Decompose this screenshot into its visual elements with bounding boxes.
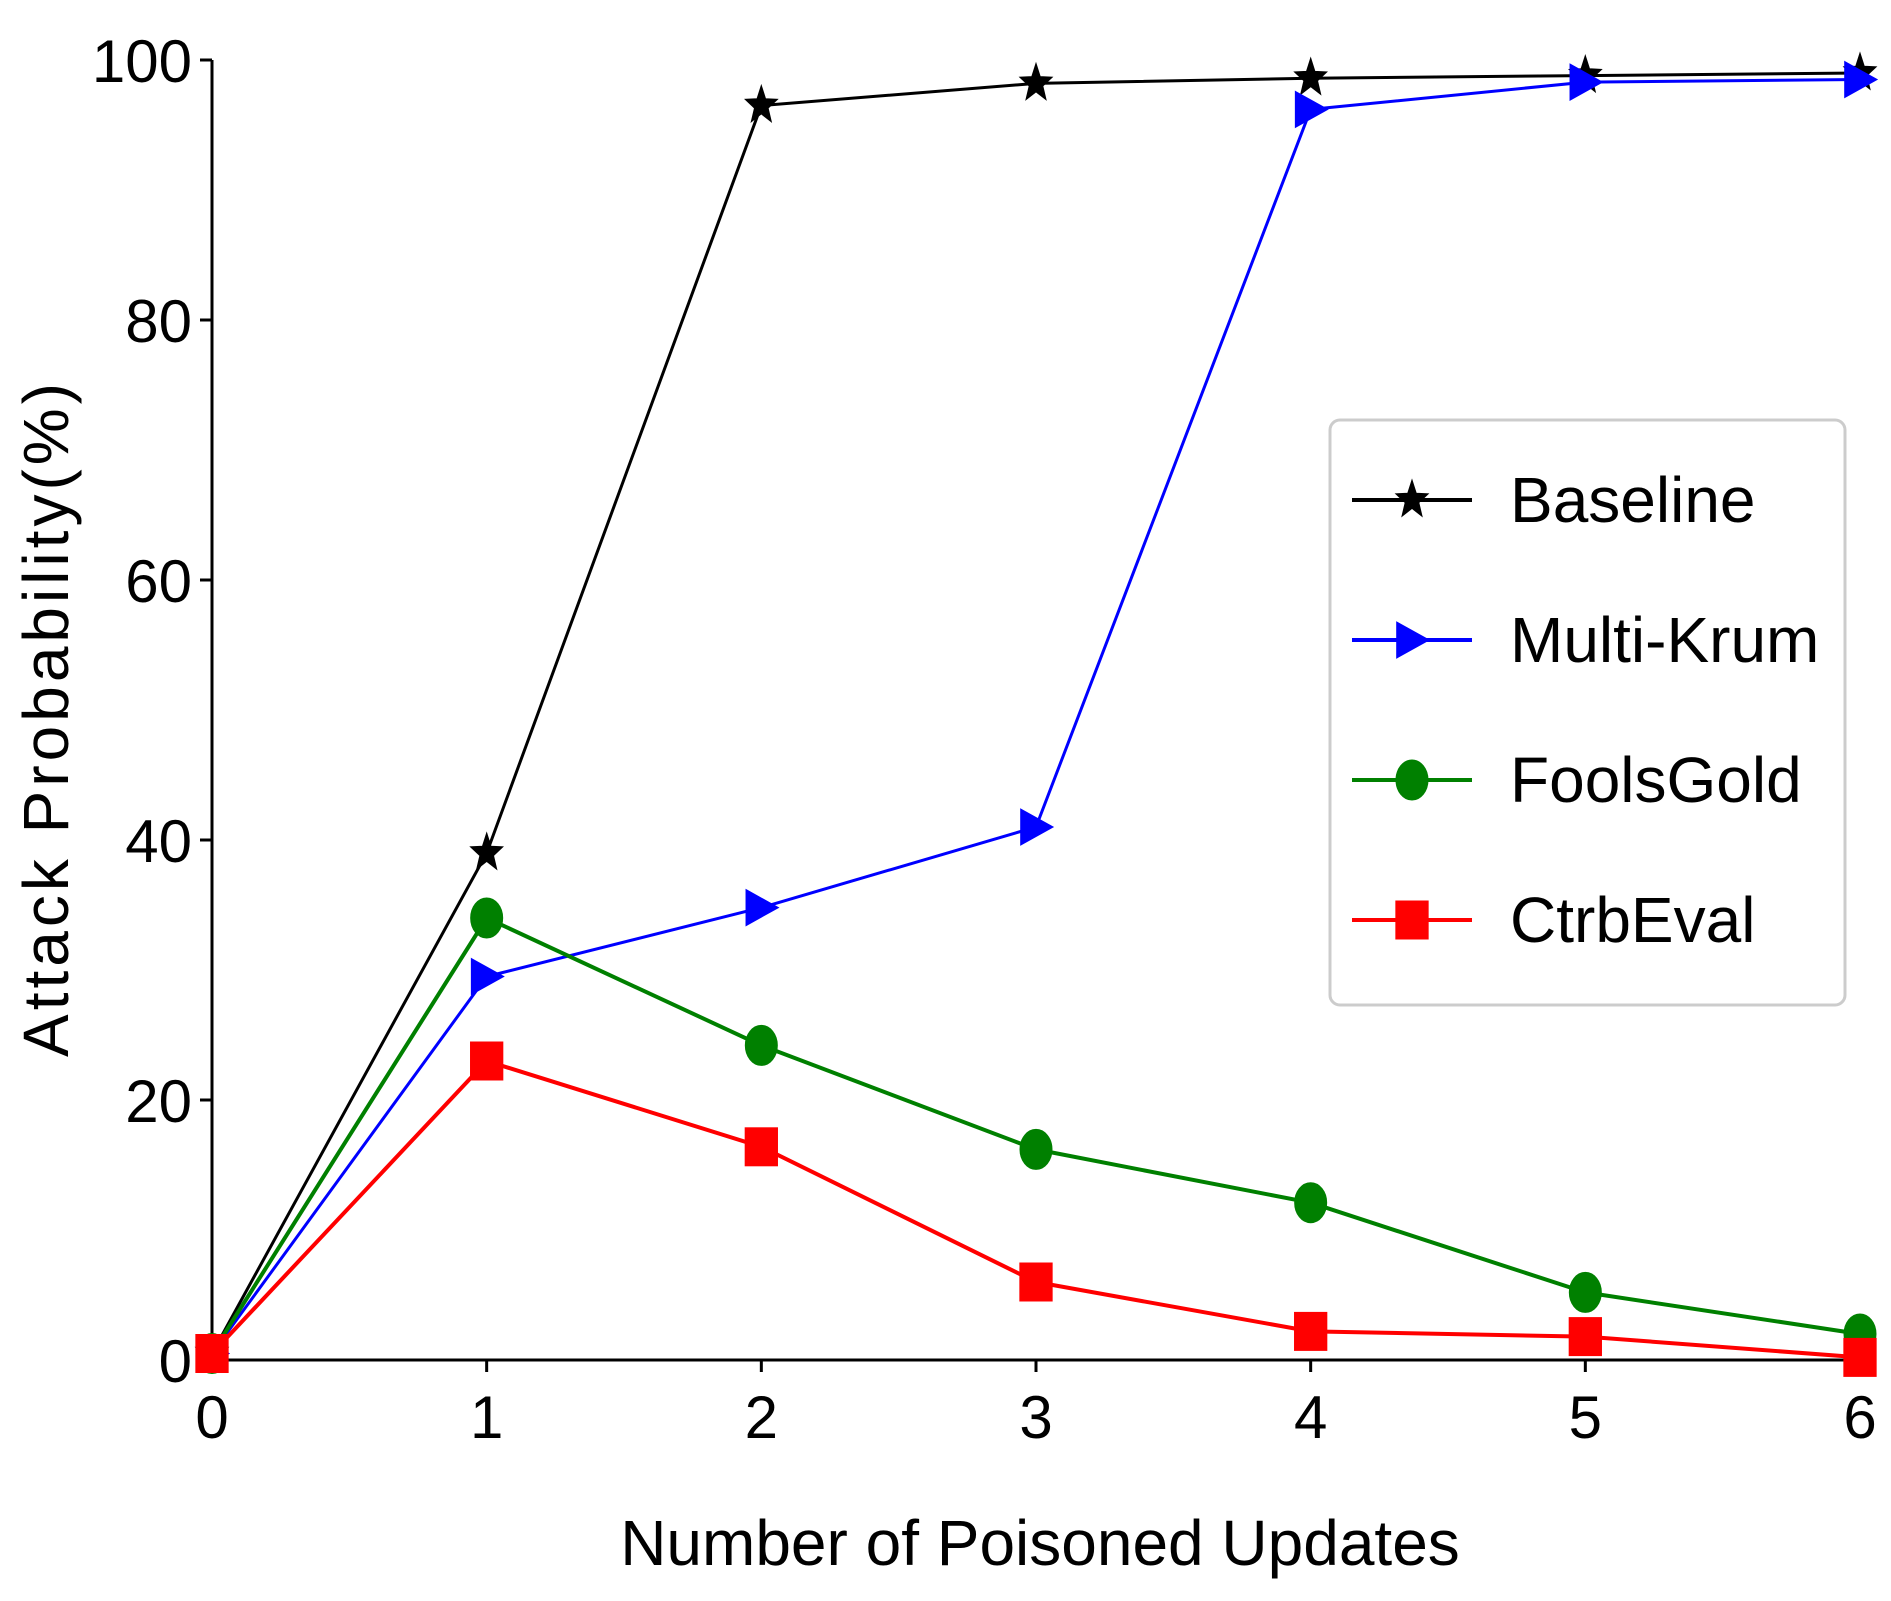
data-point	[744, 1024, 778, 1066]
legend-box	[1328, 418, 1847, 1007]
x-tick-label: 1	[470, 1384, 503, 1451]
data-point	[1294, 1182, 1328, 1224]
legend-item: Multi-Krum	[1352, 604, 1819, 676]
y-tick-label: 20	[125, 1068, 192, 1135]
legend-item: FoolsGold	[1352, 744, 1802, 816]
x-tick-label: 5	[1569, 1384, 1602, 1451]
x-tick-label: 6	[1843, 1384, 1876, 1451]
legend-marker	[1394, 478, 1430, 518]
y-axis-title: Attack Probability(%)	[10, 379, 82, 1057]
x-tick-label: 4	[1294, 1384, 1327, 1451]
y-tick-label: 100	[92, 28, 192, 95]
legend-label: Multi-Krum	[1510, 604, 1819, 676]
x-tick-label: 0	[195, 1384, 228, 1451]
data-point	[1294, 90, 1329, 129]
x-tick-label: 3	[1019, 1384, 1052, 1451]
data-point	[1019, 1128, 1053, 1170]
legend-label: Baseline	[1510, 464, 1756, 536]
legend-item: Baseline	[1352, 464, 1756, 536]
data-point	[1293, 56, 1328, 96]
legend-marker	[1395, 900, 1429, 940]
data-point	[469, 831, 504, 871]
data-point	[195, 1334, 229, 1373]
data-point	[1020, 808, 1055, 846]
data-point	[744, 83, 779, 123]
series-layer	[194, 51, 1879, 1377]
data-point	[1019, 1262, 1053, 1302]
data-point	[745, 888, 780, 927]
legend-item: CtrbEval	[1352, 884, 1755, 956]
legend: Baseline Multi-Krum FoolsGold CtrbEval	[1328, 418, 1847, 1007]
data-point	[1294, 1311, 1328, 1351]
data-point	[1569, 63, 1604, 101]
legend-marker	[1396, 621, 1431, 659]
data-point	[744, 1127, 778, 1167]
series-multi-krum	[196, 60, 1879, 1373]
data-point	[470, 957, 505, 996]
legend-marker	[1395, 759, 1429, 801]
series-ctrbeval	[195, 1041, 1877, 1377]
data-point	[1568, 1317, 1602, 1357]
y-tick-label: 60	[125, 548, 192, 615]
legend-label: FoolsGold	[1510, 744, 1802, 816]
series-line	[210, 1059, 1861, 1360]
y-tick-label: 0	[159, 1328, 192, 1395]
data-point	[1568, 1271, 1602, 1313]
data-point	[1018, 61, 1054, 101]
data-point	[470, 897, 504, 939]
x-axis-title: Number of Poisoned Updates	[620, 1507, 1460, 1579]
series-foolsgold	[195, 897, 1877, 1374]
data-point	[1844, 60, 1879, 99]
y-tick-label: 40	[125, 808, 192, 875]
data-point	[1843, 1337, 1877, 1377]
y-tick-label: 80	[125, 288, 192, 355]
data-point	[470, 1041, 504, 1081]
legend-label: CtrbEval	[1510, 884, 1755, 956]
x-tick-label: 2	[745, 1384, 778, 1451]
